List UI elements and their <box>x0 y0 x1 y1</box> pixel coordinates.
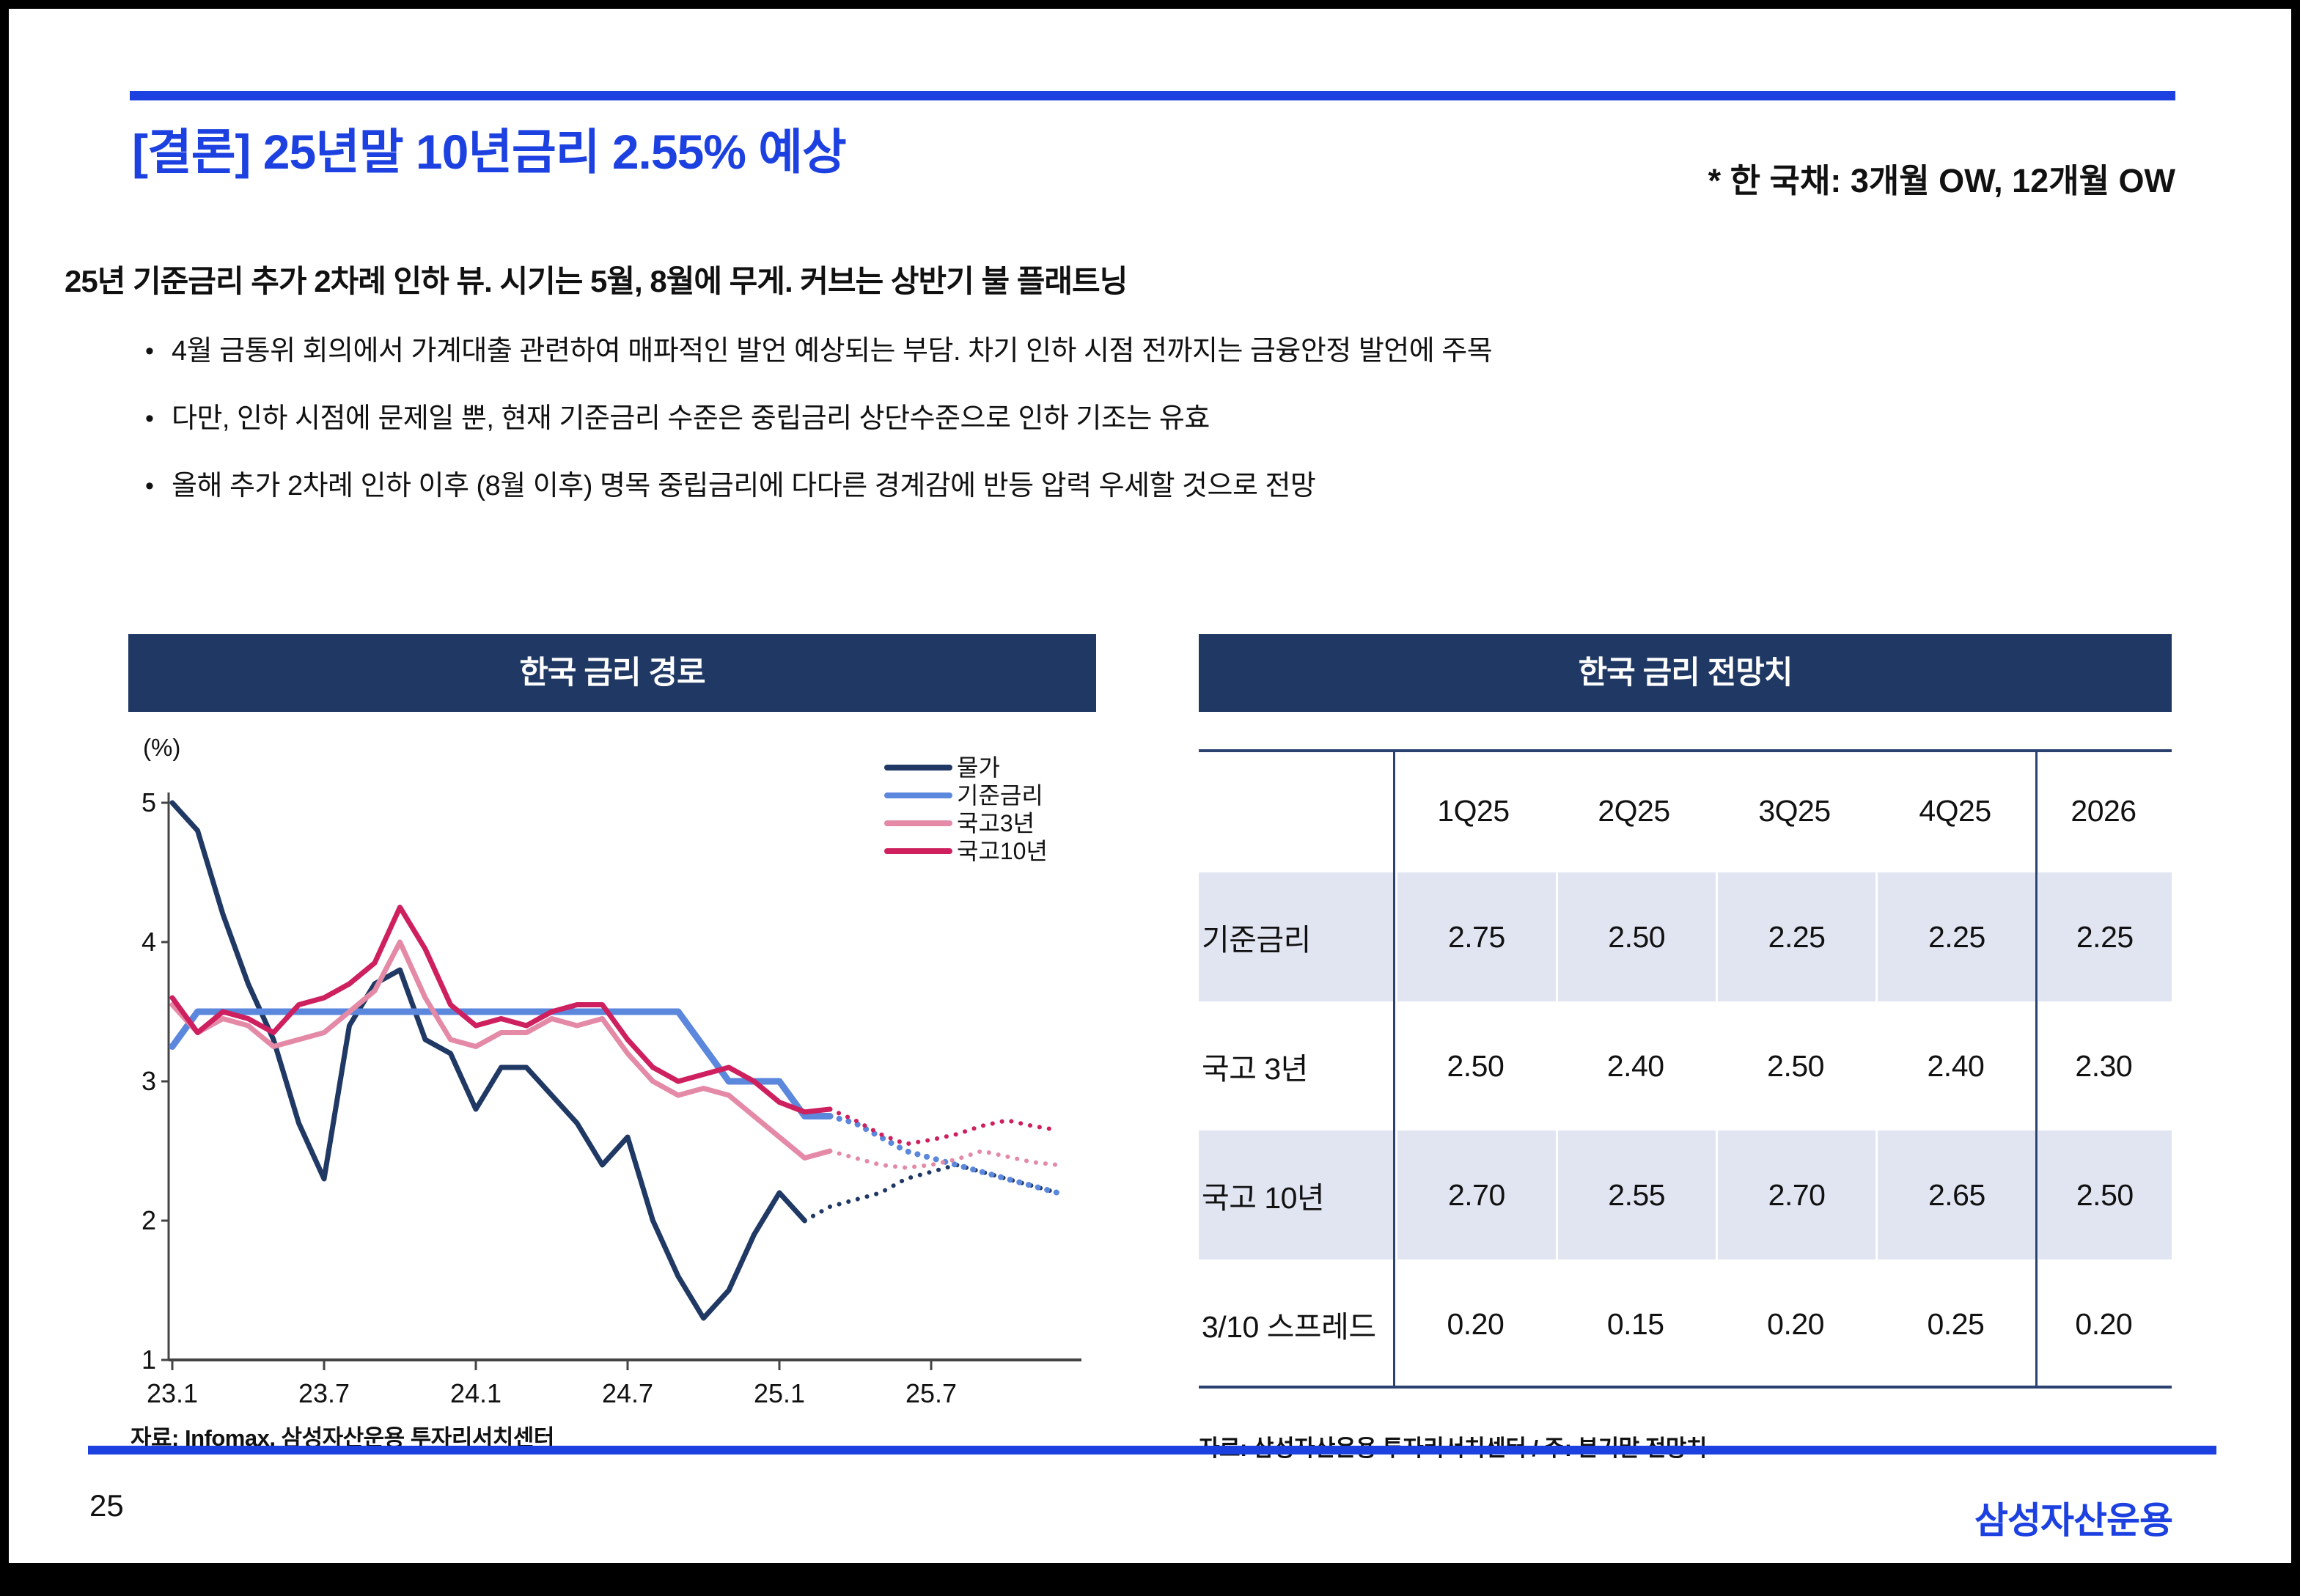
svg-text:5: 5 <box>142 787 156 817</box>
table-top-border <box>1199 749 2172 752</box>
svg-text:3: 3 <box>142 1066 156 1096</box>
table-header-row: 1Q25 2Q25 3Q25 4Q25 2026 <box>1199 749 2172 872</box>
page-number: 25 <box>89 1488 124 1523</box>
svg-text:24.1: 24.1 <box>450 1378 501 1408</box>
title-rule <box>130 91 2175 100</box>
table-cell: 2.25 <box>2035 872 2172 1001</box>
svg-text:23.7: 23.7 <box>298 1378 350 1408</box>
svg-text:23.1: 23.1 <box>147 1378 198 1408</box>
table-vertical-divider <box>2035 749 2038 1389</box>
page-title: [결론] 25년말 10년금리 2.55% 예상 <box>132 125 847 179</box>
column-header: 1Q25 <box>1437 793 1510 828</box>
bullet-list: • 4월 금통위 회의에서 가계대출 관련하여 매파적인 발언 예상되는 부담. … <box>145 333 2161 535</box>
bullet-item: • 올해 추가 2차례 인하 이후 (8월 이후) 명목 중립금리에 다다른 경계… <box>145 468 2161 504</box>
slide: [결론] 25년말 10년금리 2.55% 예상 * 한 국채: 3개월 OW,… <box>9 9 2291 1563</box>
svg-text:(%): (%) <box>143 734 180 761</box>
svg-text:4: 4 <box>142 927 156 957</box>
right-panel-header: 한국 금리 전망치 <box>1199 634 2172 712</box>
bullet-dot-icon: • <box>145 405 154 433</box>
table-cell: 2.70 <box>1395 1130 1556 1259</box>
bullet-dot-icon: • <box>145 337 154 365</box>
table-cell: 2.50 <box>2035 1130 2172 1259</box>
table-bottom-border <box>1199 1386 2172 1389</box>
company-logo: 삼성자산운용 <box>1974 1500 2173 1541</box>
table-cell: 2.50 <box>1555 872 1716 1001</box>
table-cell: 2.50 <box>1447 1048 1504 1083</box>
table-cell: 2.75 <box>1395 872 1556 1001</box>
svg-text:25.1: 25.1 <box>754 1378 805 1408</box>
table-row: 3/10 스프레드 0.20 0.15 0.20 0.25 0.20 <box>1199 1259 2172 1389</box>
table-cell: 0.20 <box>1447 1306 1504 1341</box>
bullet-text: 4월 금통위 회의에서 가계대출 관련하여 매파적인 발언 예상되는 부담. 차… <box>172 336 1493 367</box>
table-row: 기준금리 2.75 2.50 2.25 2.25 2.25 <box>1199 872 2172 1001</box>
svg-text:25.7: 25.7 <box>905 1378 957 1408</box>
column-header: 2026 <box>2071 793 2136 828</box>
table-cell: 2.40 <box>1927 1048 1985 1083</box>
table-cell: 2.40 <box>1606 1048 1664 1083</box>
legend-label: 국고3년 <box>957 810 1035 836</box>
table-cell: 2.65 <box>1875 1130 2036 1259</box>
legend-label: 기준금리 <box>957 782 1043 809</box>
table-cell: 0.15 <box>1606 1306 1664 1341</box>
table-cell: 2.55 <box>1555 1130 1716 1259</box>
row-label: 기준금리 <box>1199 872 1396 1001</box>
row-label: 국고 3년 <box>1202 1052 1308 1086</box>
column-header: 3Q25 <box>1758 793 1831 828</box>
svg-text:24.7: 24.7 <box>602 1378 653 1408</box>
table-cell: 0.20 <box>2075 1306 2133 1341</box>
bullet-item: • 다만, 인하 시점에 문제일 뿐, 현재 기준금리 수준은 중립금리 상단수준… <box>145 400 2161 437</box>
table-cell: 0.25 <box>1927 1306 1985 1341</box>
bullet-item: • 4월 금통위 회의에서 가계대출 관련하여 매파적인 발언 예상되는 부담. … <box>145 333 2161 369</box>
left-panel-header: 한국 금리 경로 <box>128 634 1096 712</box>
forecast-table: 1Q25 2Q25 3Q25 4Q25 2026 기준금리 2.75 2.50 2.25 2.25… <box>1199 749 2172 1389</box>
bullet-text: 올해 추가 2차례 인하 이후 (8월 이후) 명목 중립금리에 다다른 경계감… <box>172 471 1316 501</box>
table-vertical-divider <box>1393 749 1395 1389</box>
table-row: 국고 10년 2.70 2.55 2.70 2.65 2.50 <box>1199 1130 2172 1259</box>
column-header: 2Q25 <box>1598 793 1670 828</box>
table-cell: 2.70 <box>1715 1130 1876 1259</box>
table-cell: 0.20 <box>1767 1306 1824 1341</box>
table-row: 국고 3년 2.50 2.40 2.50 2.40 2.30 <box>1199 1001 2172 1130</box>
table-cell: 2.25 <box>1715 872 1876 1001</box>
bullet-text: 다만, 인하 시점에 문제일 뿐, 현재 기준금리 수준은 중립금리 상단수준으… <box>172 403 1210 434</box>
table-cell: 2.50 <box>1767 1048 1824 1083</box>
column-header <box>1199 749 1393 872</box>
row-label: 국고 10년 <box>1199 1130 1396 1259</box>
legend-label: 물가 <box>957 754 1000 781</box>
footer-rule <box>88 1446 2216 1455</box>
svg-text:2: 2 <box>142 1205 156 1235</box>
svg-text:1: 1 <box>142 1345 156 1375</box>
rate-chart: 1 2 3 4 5 23.1 23.7 24.1 24.7 25.1 25.7 (%) 물가 기준금리 국고… <box>128 712 1096 1416</box>
table-cell: 2.25 <box>1875 872 2036 1001</box>
table-cell: 2.30 <box>2075 1048 2133 1083</box>
row-label: 3/10 스프레드 <box>1202 1310 1376 1344</box>
column-header: 4Q25 <box>1919 793 1991 828</box>
bullet-dot-icon: • <box>145 472 154 500</box>
legend-label: 국고10년 <box>957 838 1048 864</box>
title-note: * 한 국채: 3개월 OW, 12개월 OW <box>1708 162 2175 199</box>
subtitle: 25년 기준금리 추가 2차례 인하 뷰. 시기는 5월, 8월에 무게. 커브… <box>65 264 1128 298</box>
